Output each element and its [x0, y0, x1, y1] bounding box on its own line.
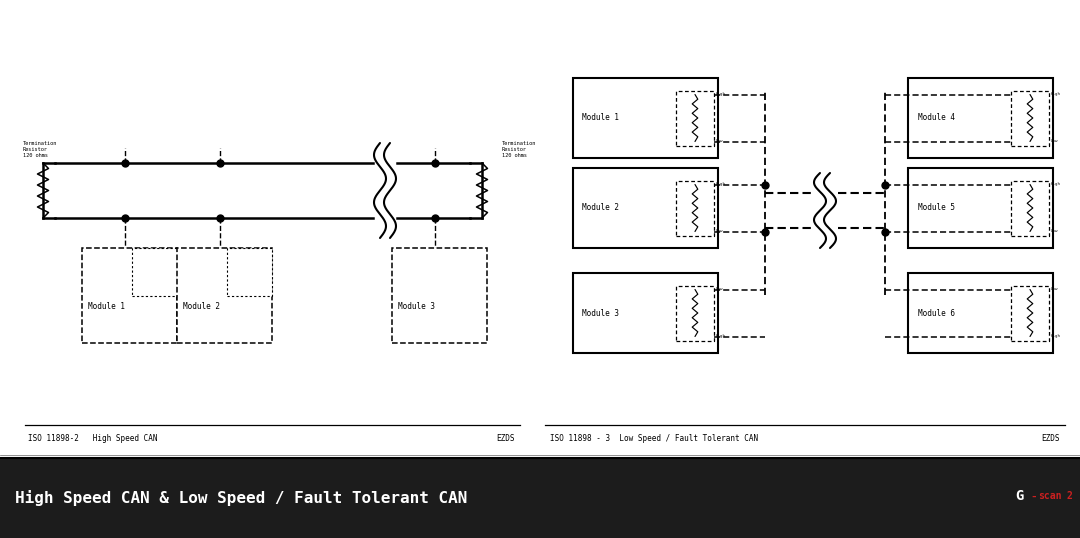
Bar [1011, 181, 1049, 236]
Text: scan: scan [1038, 491, 1062, 501]
Bar [132, 248, 177, 295]
Bar [227, 248, 272, 295]
Bar [676, 181, 714, 236]
Text: Low: Low [716, 230, 723, 233]
Text: Low: Low [716, 287, 723, 292]
Text: High: High [716, 93, 726, 96]
Text: Module 5: Module 5 [918, 203, 955, 213]
Bar [1011, 90, 1049, 145]
Text: Low: Low [716, 139, 723, 144]
Text: Module 1: Module 1 [582, 114, 620, 123]
Text: EZDS: EZDS [1041, 434, 1059, 443]
Text: 2: 2 [1066, 491, 1072, 501]
Text: Module 2: Module 2 [582, 203, 620, 213]
Text: High: High [1051, 93, 1061, 96]
Text: High: High [1051, 182, 1061, 187]
Text: Module 4: Module 4 [918, 114, 955, 123]
Text: High Speed CAN & Low Speed / Fault Tolerant CAN: High Speed CAN & Low Speed / Fault Toler… [15, 490, 468, 506]
Bar [907, 168, 1053, 248]
Text: Module 3: Module 3 [582, 308, 620, 317]
Text: ISO 11898-2   High Speed CAN: ISO 11898-2 High Speed CAN [28, 434, 158, 443]
Text: ISO 11898 - 3  Low Speed / Fault Tolerant CAN: ISO 11898 - 3 Low Speed / Fault Tolerant… [550, 434, 758, 443]
Text: Module 2: Module 2 [184, 302, 220, 312]
Bar [907, 273, 1053, 353]
Bar [907, 78, 1053, 158]
Text: High: High [716, 182, 726, 187]
Text: Module 1: Module 1 [89, 302, 125, 312]
Text: Termination
Resistor
120 ohms: Termination Resistor 120 ohms [502, 141, 537, 158]
Text: Module 6: Module 6 [918, 308, 955, 317]
Text: Module 3: Module 3 [399, 302, 435, 312]
Bar [572, 78, 717, 158]
Text: High: High [716, 335, 726, 338]
Text: EZDS: EZDS [497, 434, 515, 443]
Text: -: - [1030, 491, 1037, 501]
Bar [82, 248, 177, 343]
Bar [676, 286, 714, 341]
Bar [1011, 286, 1049, 341]
Bar [0, 458, 1080, 538]
Bar [572, 273, 717, 353]
Text: Low: Low [1051, 230, 1058, 233]
Bar [177, 248, 272, 343]
Text: Low: Low [1051, 139, 1058, 144]
Bar [572, 168, 717, 248]
Text: Termination
Resistor
120 ohms: Termination Resistor 120 ohms [23, 141, 57, 158]
Text: High: High [1051, 335, 1061, 338]
Bar [392, 248, 487, 343]
Text: G: G [1015, 490, 1024, 504]
Text: Low: Low [1051, 287, 1058, 292]
Bar [676, 90, 714, 145]
